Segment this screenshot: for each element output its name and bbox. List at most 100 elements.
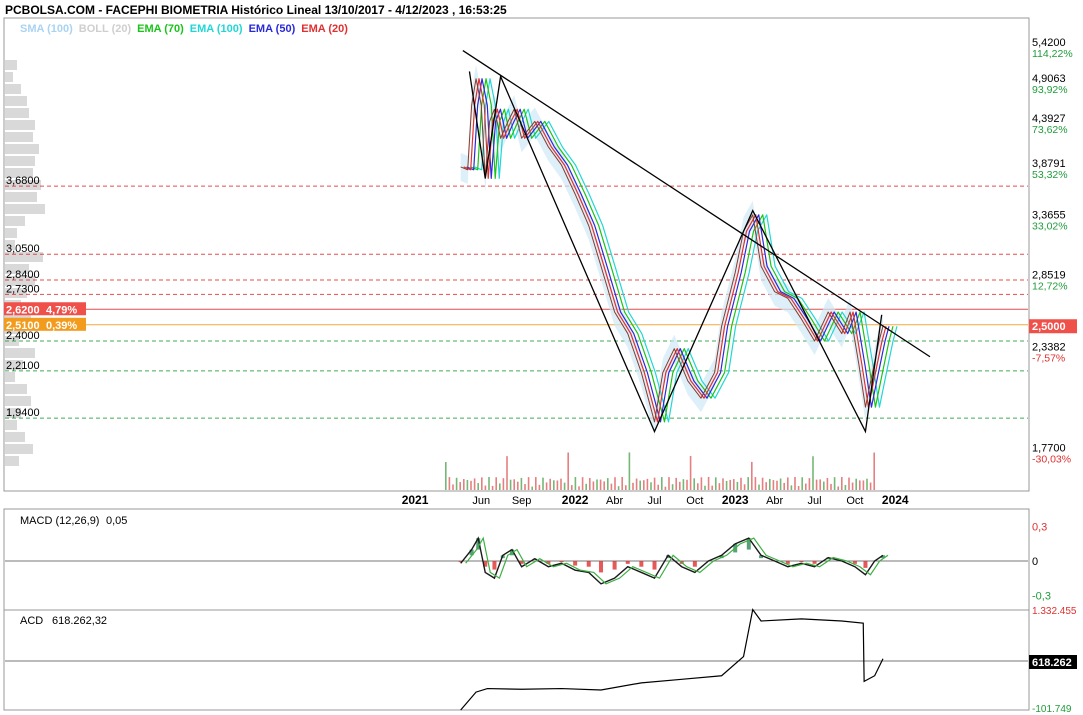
volume-bar xyxy=(484,485,487,490)
right-axis-price: 1,7700 xyxy=(1032,442,1066,454)
volume-bar xyxy=(862,480,865,490)
volume-profile-bar xyxy=(5,180,41,190)
right-axis-price: 2,8519 xyxy=(1032,270,1066,282)
macd-histogram-bar xyxy=(759,555,764,559)
trendline xyxy=(462,50,880,324)
volume-bar xyxy=(650,482,652,490)
legend-item: BOLL (20) xyxy=(79,23,132,35)
volume-bar xyxy=(445,462,447,490)
volume-bar xyxy=(754,477,757,490)
volume-profile-bar xyxy=(5,204,45,214)
current-price-badge: 2,5000 xyxy=(1032,321,1066,333)
volume-bar xyxy=(794,477,796,490)
right-axis-percent: -30,03% xyxy=(1032,453,1071,465)
left-level-label: 3,6800 xyxy=(6,175,40,187)
volume-bar xyxy=(578,486,580,490)
volume-bar xyxy=(477,483,479,490)
macd-line xyxy=(460,536,884,585)
legend-item: EMA (20) xyxy=(301,23,348,35)
macd-histogram-bar xyxy=(652,561,657,570)
left-level-label: 1,9400 xyxy=(6,407,40,419)
left-level-label: 2,4000 xyxy=(6,330,40,342)
left-level-label: 3,0500 xyxy=(6,243,40,255)
volume-bar xyxy=(693,478,695,490)
volume-bar xyxy=(459,482,461,490)
ema-100-line xyxy=(474,78,898,423)
right-axis-percent: 53,32% xyxy=(1032,169,1068,181)
macd-histogram-bar xyxy=(519,561,524,564)
macd-histogram-bar xyxy=(476,538,481,550)
acd-series: 1.332.455 -101.749 618.262 xyxy=(5,606,1077,715)
volume-profile-bar xyxy=(5,384,27,394)
right-axis-price: 3,3655 xyxy=(1032,210,1066,222)
volume-profile-bar xyxy=(5,348,35,358)
macd-histogram-bar xyxy=(586,561,591,567)
volume-bar xyxy=(729,479,731,490)
macd-histogram-bar xyxy=(573,561,578,566)
macd-histogram-bar xyxy=(546,561,551,564)
volume-bar xyxy=(837,486,839,490)
x-tick-label: Abr xyxy=(606,495,623,507)
volume-bar xyxy=(585,483,587,490)
volume-bar xyxy=(596,479,598,490)
volume-bar xyxy=(473,478,476,490)
volume-bar xyxy=(722,478,724,490)
right-axis-price: 4,3927 xyxy=(1032,113,1066,125)
volume-bar xyxy=(524,484,526,490)
volume-bar xyxy=(815,479,818,490)
volume-bar xyxy=(661,477,663,490)
volume-bar xyxy=(859,480,861,490)
volume-bar xyxy=(574,477,577,490)
volume-bar xyxy=(646,478,649,490)
volume-bar xyxy=(686,479,688,490)
acd-label: ACD xyxy=(20,615,43,627)
volume-bar xyxy=(751,461,753,490)
volume-bar xyxy=(599,479,602,490)
volume-bar xyxy=(455,477,458,490)
volume-bar xyxy=(844,484,847,490)
x-tick-label: Oct xyxy=(686,495,703,507)
left-badge-percent: 4,79% xyxy=(46,304,77,316)
volume-bar xyxy=(545,482,548,490)
current-price-badge-bg xyxy=(1029,319,1077,334)
volume-profile-bar xyxy=(5,192,37,202)
bollinger-band-area xyxy=(460,64,883,436)
trendline-extension xyxy=(878,322,931,358)
volume-bar xyxy=(797,486,800,490)
volume-bar xyxy=(736,481,739,490)
macd-label: MACD (12,26,9) xyxy=(20,515,99,527)
volume-bar xyxy=(819,479,821,490)
volume-bar xyxy=(679,481,681,490)
volume-bar xyxy=(581,477,584,490)
volume-bars xyxy=(445,452,875,490)
volume-bar xyxy=(743,484,746,490)
x-tick-label: Jul xyxy=(647,495,661,507)
left-level-label: 2,8400 xyxy=(6,269,40,281)
macd-histogram-bar xyxy=(666,555,671,559)
volume-bar xyxy=(448,477,451,490)
volume-bar xyxy=(718,483,721,490)
volume-bar xyxy=(848,477,850,490)
left-badge-price: 2,5100 xyxy=(6,320,40,332)
volume-bar xyxy=(571,485,573,490)
volume-bar xyxy=(452,484,454,490)
left-level-labels: 3,6800 3,0500 2,8400 2,7300 2,4000 2,2100 1,94… xyxy=(4,175,86,419)
macd-histogram-bar xyxy=(785,561,790,564)
indicator-legend: SMA (100) BOLL (20) EMA (70) EMA (100) EMA (… xyxy=(20,23,348,35)
macd-histogram-bar xyxy=(599,561,604,573)
volume-bar xyxy=(772,480,775,490)
volume-profile-bar xyxy=(5,456,19,466)
macd-histogram-bar xyxy=(746,538,751,550)
right-axis-price: 3,8791 xyxy=(1032,158,1066,170)
volume-bar xyxy=(808,478,811,490)
macd-histogram-bar xyxy=(458,561,463,563)
volume-bar xyxy=(830,483,832,490)
acd-panel-frame xyxy=(3,609,1030,711)
volume-profile-bar xyxy=(5,108,29,118)
acd-axis-bottom: -101.749 xyxy=(1032,704,1072,715)
macd-histogram-bar xyxy=(625,561,630,564)
volume-bar xyxy=(711,485,713,490)
volume-bar xyxy=(531,486,533,490)
volume-bar xyxy=(790,485,793,490)
